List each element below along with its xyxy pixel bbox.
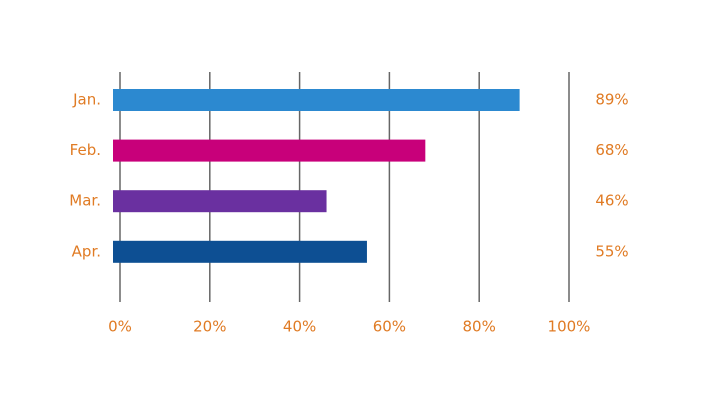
- y-tick-label: Apr.: [72, 242, 101, 260]
- bar: [113, 139, 426, 162]
- y-tick-label: Mar.: [69, 192, 101, 210]
- value-label: 68%: [595, 141, 628, 159]
- y-tick-label: Jan.: [72, 91, 101, 109]
- value-label: 89%: [595, 91, 628, 109]
- x-tick-label: 40%: [283, 318, 316, 336]
- x-tick-label: 60%: [373, 318, 406, 336]
- x-tick-label: 0%: [108, 318, 132, 336]
- x-tick-label: 20%: [193, 318, 226, 336]
- bar: [113, 190, 327, 213]
- x-tick-label: 80%: [463, 318, 496, 336]
- value-label: 55%: [595, 242, 628, 260]
- y-tick-label: Feb.: [70, 141, 101, 159]
- bar: [113, 89, 520, 111]
- bar: [113, 240, 367, 263]
- value-label: 46%: [595, 192, 628, 210]
- x-tick-label: 100%: [548, 318, 591, 336]
